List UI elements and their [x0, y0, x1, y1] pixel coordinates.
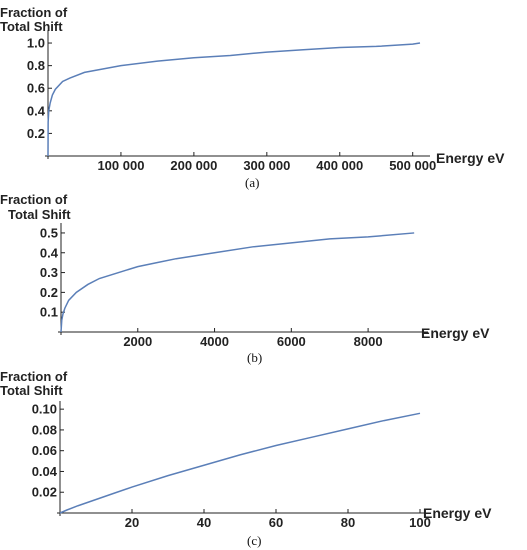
y-tick-label: 0.5 [40, 225, 58, 240]
x-tick-label: 100 000 [97, 158, 144, 173]
x-tick-label: 2000 [123, 334, 152, 349]
x-tick-label: 8000 [354, 334, 383, 349]
panel-caption: (b) [247, 350, 262, 365]
y-tick-label: 0.2 [27, 126, 45, 141]
y-axis-label-line2: Total Shift [8, 207, 71, 222]
y-tick-label: 0.04 [32, 464, 58, 479]
x-tick-label: 400 000 [316, 158, 363, 173]
chart-panel-a: Fraction of Total Shift Energy eV (a) 0.… [0, 5, 505, 190]
chart-panel-c: Fraction of Total Shift Energy eV (c) 0.… [0, 369, 492, 548]
x-tick-label: 100 [409, 515, 431, 530]
y-tick-label: 0.08 [32, 422, 57, 437]
y-tick-label: 1.0 [27, 36, 45, 51]
y-tick-label: 0.4 [27, 103, 46, 118]
y-tick-label: 0.1 [40, 305, 58, 320]
y-tick-label: 0.10 [32, 402, 57, 417]
x-tick-label: 40 [197, 515, 211, 530]
chart-panel-b: Fraction of Total Shift Energy eV (b) 0.… [0, 192, 490, 365]
x-axis-label: Energy eV [423, 505, 492, 521]
y-axis-label-line2: Total Shift [0, 19, 63, 34]
x-tick-label: 20 [125, 515, 139, 530]
y-tick-label: 0.02 [32, 485, 57, 500]
y-tick-label: 0.8 [27, 58, 45, 73]
x-axis-label: Energy eV [436, 150, 505, 166]
x-tick-label: 4000 [200, 334, 229, 349]
x-tick-label: 60 [269, 515, 283, 530]
y-tick-label: 0.4 [40, 245, 59, 260]
x-tick-label: 6000 [277, 334, 306, 349]
y-tick-label: 0.06 [32, 443, 57, 458]
x-tick-label: 300 000 [243, 158, 290, 173]
y-axis-label-line2: Total Shift [0, 383, 63, 398]
y-tick-label: 0.2 [40, 285, 58, 300]
x-tick-label: 500 000 [389, 158, 436, 173]
y-tick-label: 0.3 [40, 265, 58, 280]
panel-caption: (c) [247, 533, 261, 548]
x-tick-label: 200 000 [170, 158, 217, 173]
y-axis-label-line1: Fraction of [0, 369, 68, 384]
x-tick-label: 80 [341, 515, 355, 530]
panel-caption: (a) [245, 175, 259, 190]
series-line [59, 412, 421, 514]
y-axis-label-line1: Fraction of [0, 5, 68, 20]
y-axis-label-line1: Fraction of [0, 192, 68, 207]
series-line [60, 232, 415, 333]
y-tick-label: 0.6 [27, 81, 45, 96]
x-axis-label: Energy eV [421, 325, 490, 341]
series-line [47, 42, 421, 157]
